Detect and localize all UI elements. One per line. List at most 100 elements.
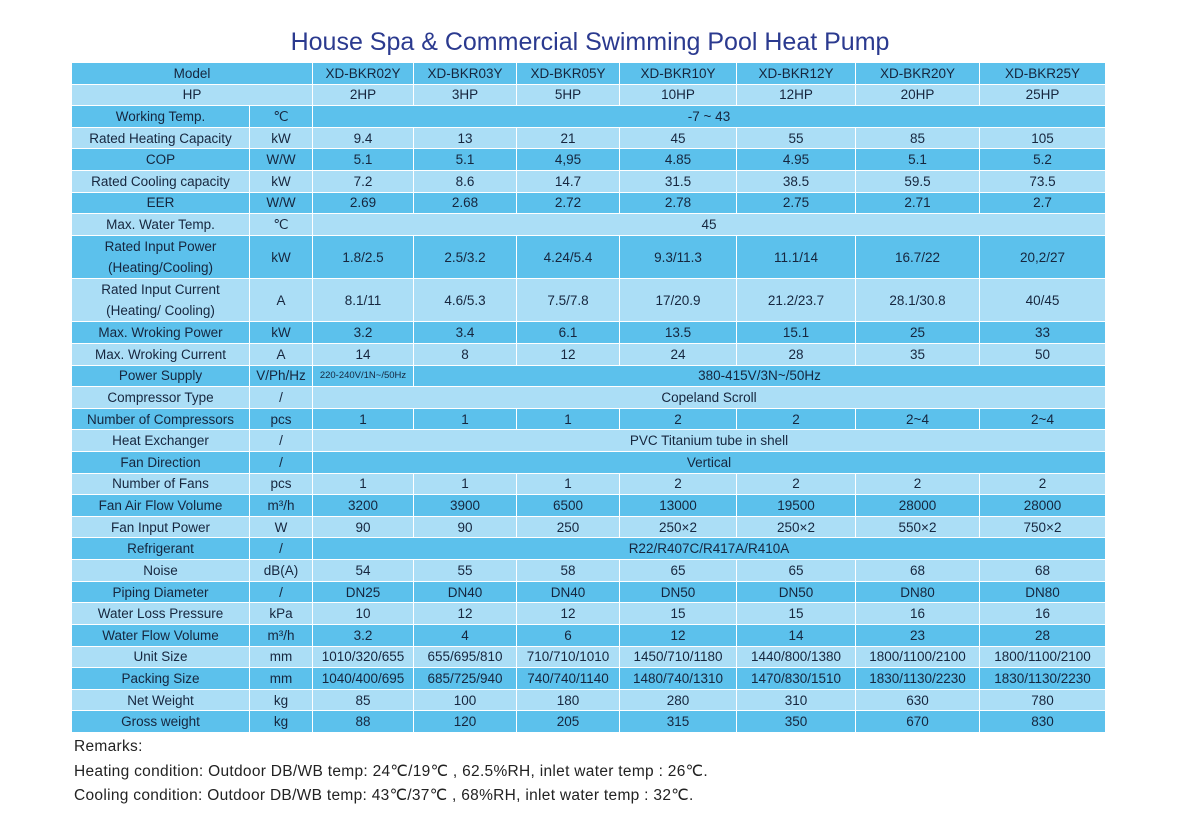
cell: 2.68 [414, 192, 517, 215]
unit-text: m³/h [267, 498, 295, 514]
cell-text: 90 [457, 519, 473, 535]
cell-text: 105 [1031, 130, 1054, 146]
unit: m³/h [250, 495, 313, 517]
row-label: COP [72, 149, 250, 172]
cell: 58 [517, 560, 620, 582]
cell: 1 [313, 473, 414, 496]
cell-text: 710/710/1010 [526, 649, 610, 665]
cell: 120 [414, 711, 517, 733]
cell-text: 100 [453, 692, 477, 708]
cell-text: 40/45 [1025, 292, 1060, 308]
cell-text: 4.24/5.4 [543, 249, 593, 265]
cell-text: 28 [788, 346, 804, 362]
row-label: Fan Input Power [72, 516, 250, 539]
cell-text: 55 [457, 562, 473, 578]
cell: 85 [313, 689, 414, 712]
cell-text: 20HP [900, 87, 935, 103]
cell-text: 1830/1130/2230 [994, 670, 1091, 686]
label: Net Weight [127, 692, 194, 708]
label: Power Supply [118, 368, 203, 384]
cell: 3200 [313, 495, 414, 517]
cell: 11.1/14 [737, 235, 856, 280]
cell: 1 [517, 408, 620, 431]
cell-text: 4.85 [664, 152, 692, 168]
unit-text: / [279, 433, 283, 449]
cell-text: 1800/1100/2100 [994, 649, 1091, 665]
cell-text: R22/R407C/R417A/R410A [628, 541, 790, 557]
cell: 1830/1130/2230 [856, 668, 980, 690]
cell: 55 [414, 560, 517, 582]
cell: 14 [737, 624, 856, 647]
cell: Copeland Scroll [313, 387, 1106, 409]
cell: 21.2/23.7 [737, 279, 856, 323]
cell-text: DN25 [345, 584, 381, 600]
label: Packing Size [121, 670, 200, 686]
cell: 2.72 [517, 192, 620, 215]
cell: 350 [737, 711, 856, 733]
cell: 12 [620, 624, 737, 647]
cell-text: 5.1 [353, 152, 373, 168]
cell-text: 21.2/23.7 [767, 292, 825, 308]
cell: 7.2 [313, 171, 414, 193]
cell-text: 740/740/1140 [527, 670, 609, 686]
cell-text: 38.5 [782, 173, 810, 189]
cell: 10HP [620, 84, 737, 107]
cell: 85 [856, 127, 980, 150]
cell-text: 2HP [349, 87, 377, 103]
cell-text: 1.8/2.5 [342, 249, 384, 265]
cell-text: XD-BKR25Y [1004, 65, 1081, 81]
cell: XD-BKR20Y [856, 63, 980, 85]
cell: 2 [737, 408, 856, 431]
label: Working Temp. [115, 109, 206, 125]
row-label: Noise [72, 560, 250, 582]
cell-text: Copeland Scroll [661, 390, 757, 405]
unit-text: / [279, 541, 283, 557]
row-label: Rated Input Power (Heating/Cooling) [72, 235, 250, 280]
cell: DN80 [980, 581, 1106, 604]
unit: W [250, 516, 313, 539]
row-label: Packing Size [72, 668, 250, 690]
row-label: Gross weight [72, 711, 250, 733]
cell: 4.24/5.4 [517, 235, 620, 280]
cell: 2~4 [980, 408, 1106, 431]
cell: 8 [414, 343, 517, 366]
cell: 1830/1130/2230 [980, 668, 1106, 690]
cell: 28 [737, 343, 856, 366]
cell: 205 [517, 711, 620, 733]
cell-text: 1040/400/695 [321, 670, 405, 686]
cell-text: 90 [355, 519, 371, 535]
row-label: Rated Heating Capacity [72, 127, 250, 150]
cell-text: DN80 [1025, 584, 1060, 600]
cell-text: 2 [792, 411, 800, 427]
cell-text: DN40 [447, 584, 483, 600]
cell-text: 2~4 [1031, 411, 1054, 427]
label: Rated Heating Capacity [89, 130, 232, 146]
cell: 4.6/5.3 [414, 279, 517, 323]
unit-text: W [274, 519, 288, 535]
cell-text: 5.1 [455, 152, 475, 168]
cell-text: 2 [913, 476, 922, 492]
unit-text: A [276, 346, 286, 362]
row-label: Fan Air Flow Volume [72, 495, 250, 517]
cell: 12 [517, 603, 620, 625]
cell-text: 12 [560, 606, 576, 622]
cell-text: 630 [906, 692, 929, 708]
cell: 1480/740/1310 [620, 668, 737, 690]
cell-text: 17/20.9 [655, 292, 701, 308]
cell-text: 180 [556, 692, 580, 708]
cell-text: 13000 [659, 498, 697, 514]
cell: 7.5/7.8 [517, 279, 620, 323]
label-line: Rated Input Power [104, 239, 217, 254]
cell: 16 [980, 603, 1106, 625]
cell: 31.5 [620, 171, 737, 193]
label: Max. Wroking Current [94, 346, 227, 362]
cell: 28000 [980, 495, 1106, 517]
cell: 1010/320/655 [313, 646, 414, 669]
row-label: Water Flow Volume [72, 624, 250, 647]
cell: 45 [620, 127, 737, 150]
label: Number of Compressors [86, 411, 235, 427]
row-label: Water Loss Pressure [72, 603, 250, 625]
cell: 73.5 [980, 171, 1106, 193]
cell-text: 830 [1031, 714, 1054, 730]
cell: 12 [414, 603, 517, 625]
